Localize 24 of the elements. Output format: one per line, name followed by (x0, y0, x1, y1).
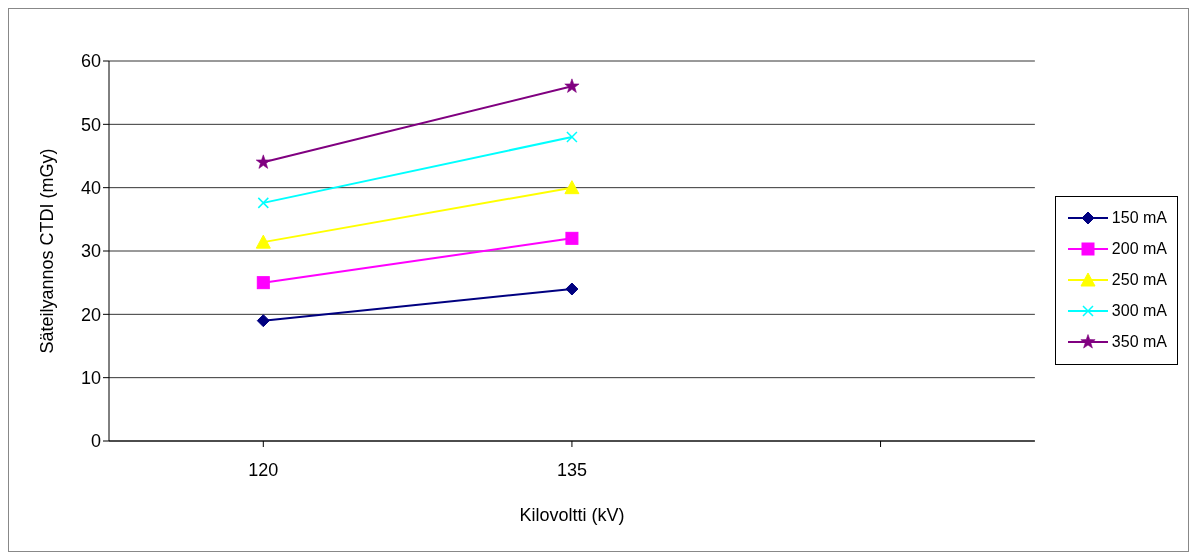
legend-label: 300 mA (1111, 302, 1167, 320)
point (255, 154, 271, 169)
x-axis-title: Kilovoltti (kV) (519, 505, 625, 525)
point (565, 231, 579, 245)
y-tick-label: 40 (80, 178, 101, 199)
x-tick-label: 120 (248, 459, 279, 480)
point (256, 276, 270, 290)
y-tick-label: 20 (80, 304, 101, 325)
legend-label: 250 mA (1111, 271, 1167, 289)
y-axis-title: Säteilyannos CTDI (mGy) (37, 148, 58, 354)
legend-label: 200 mA (1111, 240, 1167, 258)
legend-label: 350 mA (1111, 333, 1167, 351)
point (564, 78, 580, 93)
y-tick-label: 60 (80, 51, 101, 72)
point (256, 314, 270, 328)
point (257, 197, 270, 209)
y-tick-label: 30 (80, 241, 101, 262)
legend-label: 150 mA (1111, 209, 1167, 227)
point (566, 131, 578, 143)
point (565, 282, 579, 296)
y-tick-label: 10 (80, 368, 101, 389)
y-tick-label: 0 (90, 431, 101, 452)
x-tick-label: 135 (556, 459, 587, 480)
y-tick-label: 50 (80, 114, 101, 135)
